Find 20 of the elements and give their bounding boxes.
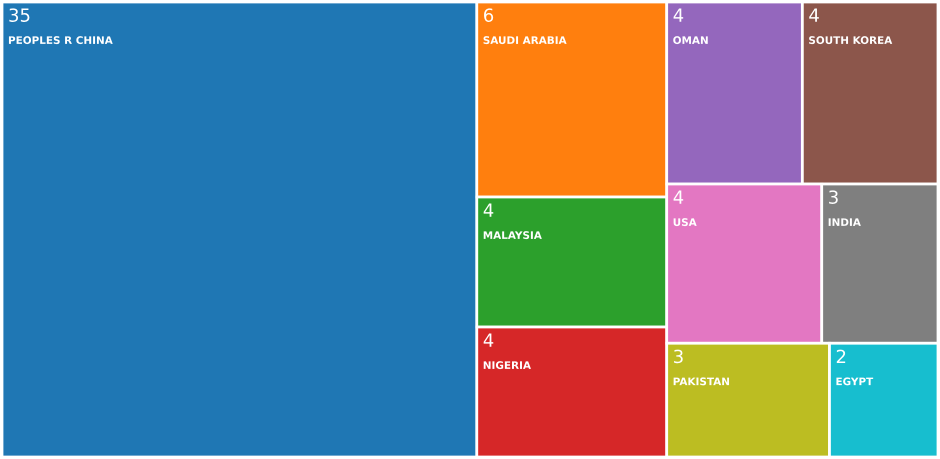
category-label: INDIA [828,218,861,226]
category-label: MALAYSIA [484,231,542,240]
data-label: 4 [674,190,684,204]
category-label: SOUTH KOREA [809,36,892,44]
category-label: OMAN [673,36,708,44]
data-label: 4 [674,8,684,22]
data-label: 3 [674,350,683,364]
category-label: NIGERIA [484,361,531,370]
data-label: 4 [809,8,819,22]
data-label: 4 [484,334,494,347]
category-label: SAUDI ARABIA [484,36,567,44]
category-label: USA [674,218,697,226]
data-label: 4 [484,204,494,217]
category-label: PAKISTAN [674,377,730,386]
data-label: 2 [836,350,846,363]
data-label: 6 [484,8,494,22]
category-label: PEOPLES R CHINA [8,36,113,44]
data-label: 3 [829,190,838,204]
data-label: 35 [9,8,30,22]
category-label: EGYPT [836,377,874,386]
